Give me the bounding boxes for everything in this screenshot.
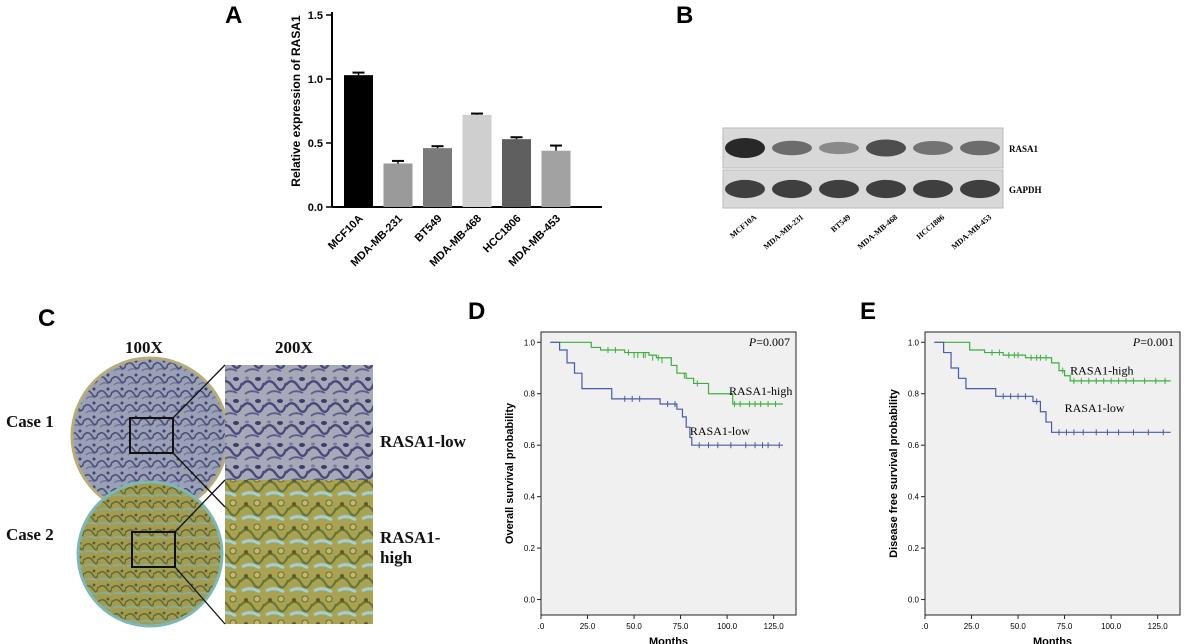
y-axis-label: Disease free survival probability (888, 388, 900, 558)
y-tick-label: 0.4 (524, 493, 536, 502)
bar (344, 75, 373, 207)
rasa1-high-label: RASA1-high (380, 528, 441, 567)
blot-band (725, 179, 765, 199)
series-label-low: RASA1-low (1065, 401, 1125, 415)
case2-high-mag (225, 480, 373, 624)
panel-label-d: D (468, 298, 486, 325)
panel-label-c: C (38, 305, 56, 332)
bar (383, 163, 413, 207)
x-axis-label: Months (1033, 636, 1072, 644)
km-curve (934, 341, 1171, 433)
bar (502, 139, 531, 207)
x-axis-label: Months (649, 636, 688, 644)
x-tick-label: 25.0 (580, 622, 596, 631)
x-tick-label: 75.0 (1057, 622, 1073, 631)
y-tick-label: 1.5 (308, 10, 323, 22)
case2-label: Case 2 (6, 525, 54, 544)
case2-zoom-box (131, 531, 176, 568)
bar-chart-rasa1-expression: 0.0 0.5 1.0 1.5 Relative expression of RASA1… (289, 10, 602, 269)
panel-label-a: A (225, 2, 243, 29)
p-value-label: P=0.007 (748, 335, 790, 349)
lane-label: MDA-MB-231 (762, 213, 806, 252)
x-tick-label: .0 (922, 622, 929, 631)
x-tick-label: .0 (538, 622, 545, 631)
lane-label: BT549 (829, 213, 852, 234)
blot-band (819, 141, 859, 155)
ihc-images (68, 356, 373, 628)
magnification-100x-label: 100X (125, 338, 163, 357)
blot-band (913, 141, 953, 155)
series-label-low: RASA1-low (690, 424, 750, 438)
y-tick-label: 0.0 (908, 596, 920, 605)
blot-band (960, 140, 1000, 156)
km-curve (550, 341, 783, 405)
western-blot: RASA1 GAPDH MCF10A MDA-MB-231 BT549 MDA-MB-46… (722, 127, 1042, 252)
y-tick-label: 0.2 (908, 544, 920, 553)
bar (423, 148, 452, 207)
bar (462, 114, 492, 207)
x-tick-label: 100.0 (717, 622, 738, 631)
y-tick-label: 0.0 (308, 202, 323, 214)
x-tick-label: 75.0 (673, 622, 689, 631)
p-value-label: P=0.001 (1132, 335, 1174, 349)
blot-band (866, 139, 906, 157)
x-tick-label: MCF10A (326, 213, 366, 253)
y-tick-label: 0.6 (524, 441, 536, 450)
y-tick-label: 0.8 (908, 390, 920, 399)
x-tick-label: 50.0 (626, 622, 642, 631)
blot-band (960, 179, 1000, 199)
y-tick-label: 0.0 (524, 596, 536, 605)
plot-area (540, 331, 797, 616)
km-disease-free-survival: 0.0 0.2 0.4 0.6 0.8 1.0 .0 25.0 50.0 75.0 100.0 125… (888, 331, 1181, 644)
panel-label-e: E (860, 298, 877, 325)
lane-label: HCC1806 (915, 213, 947, 242)
blot-band (772, 140, 812, 156)
series-label-high: RASA1-high (1070, 363, 1133, 377)
case2-core (76, 480, 224, 628)
rasa1-low-label: RASA1-low (380, 432, 466, 451)
blot-band (725, 138, 765, 158)
y-tick-label: 0.4 (908, 493, 920, 502)
km-overall-survival: 0.0 0.2 0.4 0.6 0.8 1.0 .0 25.0 50.0 75.0 100.0 125… (504, 331, 797, 644)
y-axis-label: Overall survival probability (504, 402, 516, 544)
lane-label: MCF10A (728, 212, 758, 240)
blot-band (913, 179, 953, 199)
case1-zoom-box (129, 417, 174, 454)
series-label-high: RASA1-high (729, 384, 792, 398)
y-tick-label: 0.8 (524, 390, 536, 399)
case1-label: Case 1 (6, 412, 54, 431)
band-label: RASA1 (1009, 144, 1039, 154)
blot-band (866, 179, 906, 199)
y-tick-label: 1.0 (308, 74, 323, 86)
x-tick-label: BT549 (413, 213, 445, 245)
ihc-panel: 100X 200X (0, 330, 470, 630)
x-tick-label: 125.0 (1148, 622, 1169, 631)
blot-strip (722, 169, 1004, 209)
x-tick-label: 125.0 (764, 622, 785, 631)
y-tick-label: 1.0 (524, 338, 536, 347)
magnification-200x-label: 200X (275, 338, 313, 357)
y-tick-label: 1.0 (908, 338, 920, 347)
y-axis-label: Relative expression of RASA1 (289, 15, 303, 187)
bar (541, 150, 571, 207)
x-tick-label: 25.0 (964, 622, 980, 631)
y-tick-label: 0.6 (908, 441, 920, 450)
x-tick-label: 100.0 (1101, 622, 1122, 631)
y-tick-label: 0.2 (524, 544, 536, 553)
lane-label: MDA-MB-453 (950, 213, 994, 252)
panel-label-b: B (676, 2, 694, 29)
km-curve (550, 341, 783, 446)
lane-label: MDA-MB-468 (856, 213, 900, 252)
km-curve (934, 341, 1171, 382)
band-label: GAPDH (1009, 185, 1042, 195)
blot-band (772, 179, 812, 199)
blot-band (819, 179, 859, 199)
blot-strip (722, 127, 1004, 169)
x-tick-label: 50.0 (1010, 622, 1026, 631)
y-tick-label: 0.5 (308, 138, 323, 150)
plot-area (924, 331, 1181, 616)
